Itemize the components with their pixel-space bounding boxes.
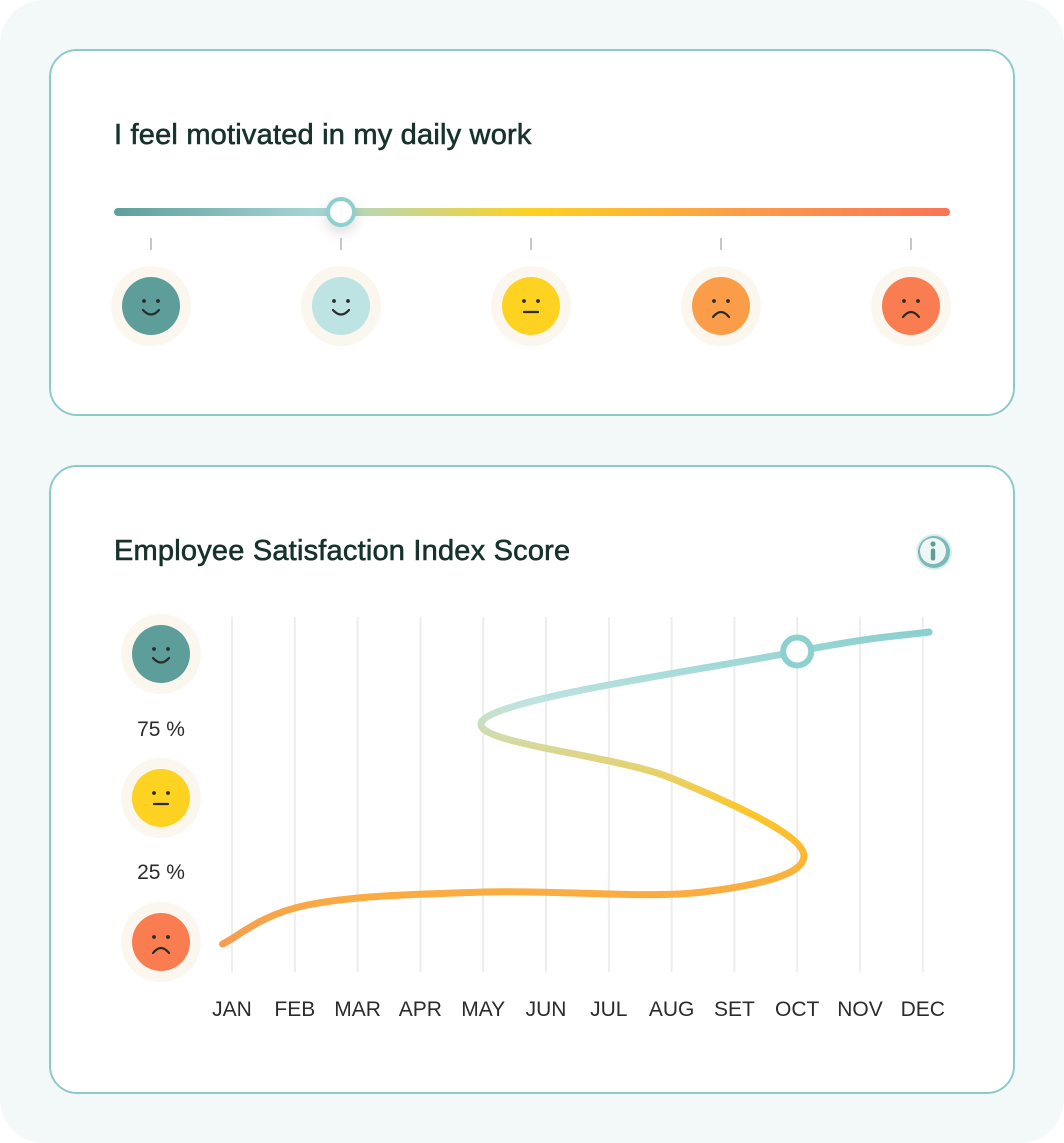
scale-tick (720, 238, 722, 250)
month-label: NOV (837, 998, 883, 1021)
series-line (219, 628, 933, 948)
neutral-face-icon (132, 769, 190, 827)
satisfaction-score-card: Employee Satisfaction Index Score 75 % 2… (49, 465, 1015, 1094)
month-label: MAY (461, 998, 505, 1021)
mood-option-sad[interactable] (681, 266, 761, 346)
month-label: JUL (590, 998, 627, 1021)
month-label: DEC (901, 998, 945, 1021)
month-label: AUG (649, 998, 695, 1021)
satisfaction-line-chart: JAN FEB MAR APR MAY JUN JUL AUG SET OCT NOV DEC (212, 617, 945, 1021)
mood-option-neutral[interactable] (491, 266, 571, 346)
mood-slider-track[interactable] (114, 208, 950, 216)
y-axis-happy-face (121, 614, 201, 694)
month-label: FEB (274, 998, 315, 1021)
month-label: APR (399, 998, 442, 1021)
scale-tick (150, 238, 152, 250)
sad-face-icon (692, 277, 750, 335)
happy-face-icon (312, 277, 370, 335)
info-icon[interactable] (914, 532, 954, 572)
very-sad-face-icon (882, 277, 940, 335)
mood-option-very-happy[interactable] (111, 266, 191, 346)
question-card: I feel motivated in my daily work (49, 49, 1015, 416)
neutral-face-icon (502, 277, 560, 335)
happy-face-icon (132, 625, 190, 683)
y-axis-neutral-face (121, 758, 201, 838)
series-marker[interactable] (780, 634, 815, 669)
month-label: JUN (526, 998, 567, 1021)
very-happy-face-icon (122, 277, 180, 335)
scale-tick (530, 238, 532, 250)
mood-option-happy[interactable] (301, 266, 381, 346)
y-label-75: 75 % (137, 718, 185, 741)
chart-title: Employee Satisfaction Index Score (114, 535, 571, 568)
question-text: I feel motivated in my daily work (114, 119, 532, 152)
month-label: SET (714, 998, 755, 1021)
month-label: OCT (775, 998, 820, 1021)
scale-tick (910, 238, 912, 250)
month-label: MAR (334, 998, 381, 1021)
month-label: JAN (212, 998, 252, 1021)
sad-face-icon (132, 913, 190, 971)
scale-tick (340, 238, 342, 250)
y-label-25: 25 % (137, 861, 185, 884)
mood-option-very-sad[interactable] (871, 266, 951, 346)
y-axis-sad-face (121, 902, 201, 982)
mood-slider-thumb[interactable] (326, 197, 356, 227)
